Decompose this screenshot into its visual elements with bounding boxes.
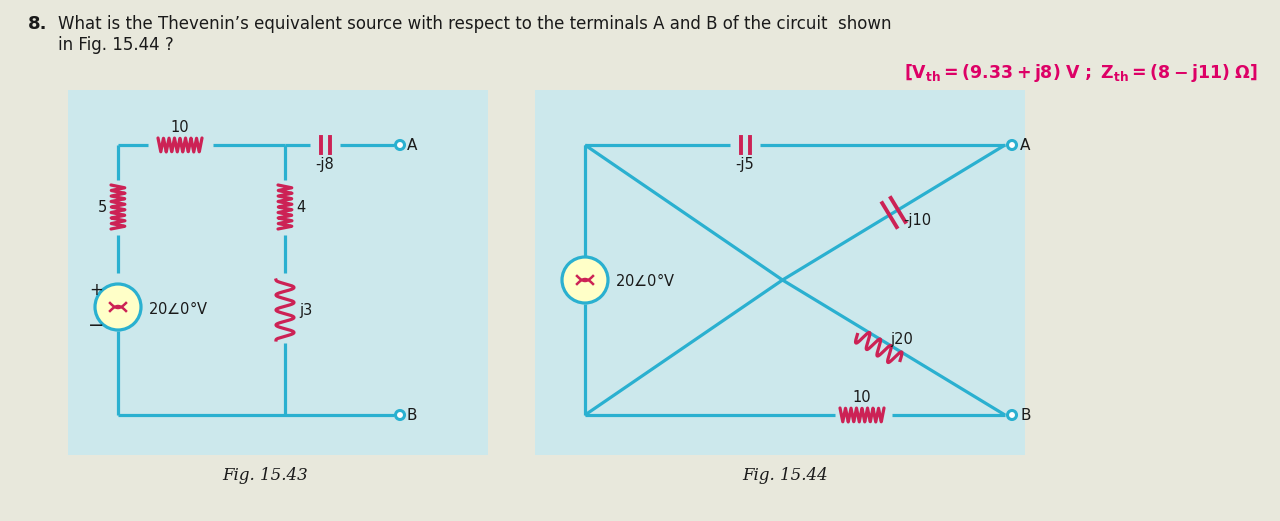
Circle shape xyxy=(1007,411,1016,419)
Text: j20: j20 xyxy=(891,332,914,347)
Text: -j10: -j10 xyxy=(904,213,932,228)
Text: j3: j3 xyxy=(300,303,312,317)
Circle shape xyxy=(396,411,404,419)
Text: What is the Thevenin’s equivalent source with respect to the terminals A and B o: What is the Thevenin’s equivalent source… xyxy=(58,15,891,33)
Text: $\mathbf{[V_{th} = (9.33 + j8)\ V\ ;\ Z_{th} = (8-j11)\ \Omega]}$: $\mathbf{[V_{th} = (9.33 + j8)\ V\ ;\ Z_… xyxy=(904,62,1258,84)
Text: $20\angle0°$V: $20\angle0°$V xyxy=(148,300,209,316)
Text: −: − xyxy=(88,316,104,334)
Text: A: A xyxy=(407,138,417,153)
Text: B: B xyxy=(407,407,417,423)
Text: Fig. 15.43: Fig. 15.43 xyxy=(223,466,308,483)
Text: 10: 10 xyxy=(852,390,872,405)
Bar xyxy=(68,90,488,455)
Text: -j8: -j8 xyxy=(316,157,334,172)
Text: 4: 4 xyxy=(296,200,305,215)
Text: $20\angle0°$V: $20\angle0°$V xyxy=(614,271,676,289)
Text: in Fig. 15.44 ?: in Fig. 15.44 ? xyxy=(58,36,174,54)
Circle shape xyxy=(396,141,404,150)
Text: Fig. 15.44: Fig. 15.44 xyxy=(742,466,828,483)
Text: -j5: -j5 xyxy=(736,157,754,172)
Circle shape xyxy=(1007,141,1016,150)
Text: B: B xyxy=(1020,407,1030,423)
Text: 5: 5 xyxy=(97,200,108,215)
Circle shape xyxy=(95,284,141,330)
Bar xyxy=(535,90,1025,455)
Circle shape xyxy=(562,257,608,303)
Text: 8.: 8. xyxy=(28,15,47,33)
Text: 10: 10 xyxy=(170,120,189,135)
Text: A: A xyxy=(1020,138,1030,153)
Text: +: + xyxy=(90,281,102,299)
